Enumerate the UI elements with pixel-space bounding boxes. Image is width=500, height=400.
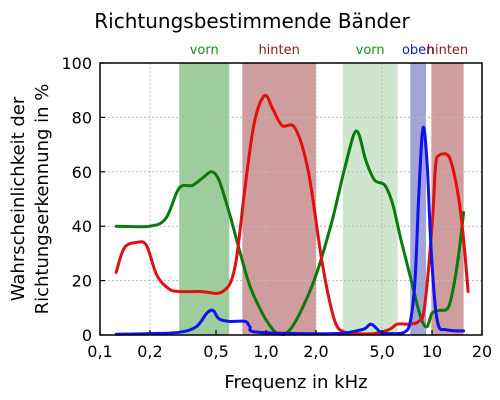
band-label-3: oben	[402, 43, 434, 58]
y-axis-label-line1: Wahrscheinlichkeit der	[8, 96, 29, 301]
y-axis-ticks: 0 20 40 60 80 100	[61, 54, 105, 345]
band-label-0: vorn	[190, 43, 219, 58]
data-series	[114, 93, 470, 336]
chart-title: Richtungsbestimmende Bänder	[94, 9, 410, 33]
x-tick-label-2: 0,5	[203, 342, 228, 361]
band-2	[342, 63, 398, 335]
x-axis-label: Frequenz in kHz	[224, 372, 367, 393]
y-tick-label-1: 20	[72, 272, 92, 291]
frequency-bands	[179, 63, 464, 335]
x-tick-label-0: 0,1	[87, 342, 112, 361]
y-tick-label-4: 80	[72, 108, 92, 127]
band-1	[242, 63, 316, 335]
y-axis-label: Wahrscheinlichkeit der Richtungserkennun…	[8, 84, 53, 315]
x-axis-ticks: 0,1 0,2 0,5 1,0 2,0 5,0 10 20	[87, 330, 492, 361]
plot-frame	[99, 62, 483, 336]
band-0	[179, 63, 230, 335]
y-tick-label-2: 40	[72, 217, 92, 236]
y-tick-label-5: 100	[61, 54, 92, 73]
x-tick-label-4: 2,0	[303, 342, 328, 361]
x-tick-label-6: 10	[422, 342, 442, 361]
band-label-1: hinten	[258, 43, 299, 58]
y-axis-label-line2: Richtungserkennung in %	[32, 84, 53, 315]
y-tick-label-0: 0	[82, 326, 92, 345]
band-label-4: hinten	[427, 43, 468, 58]
series-line-1	[114, 93, 470, 336]
series-line-0	[114, 129, 466, 336]
series-line-2	[114, 125, 466, 336]
x-tick-label-7: 20	[472, 342, 492, 361]
band-label-2: vorn	[356, 43, 385, 58]
y-tick-label-3: 60	[72, 163, 92, 182]
x-tick-label-5: 5,0	[369, 342, 394, 361]
x-tick-label-1: 0,2	[137, 342, 162, 361]
x-tick-label-3: 1,0	[253, 342, 278, 361]
